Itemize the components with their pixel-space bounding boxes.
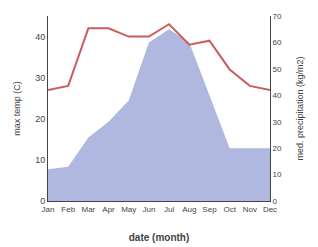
- svg-text:Apr: Apr: [102, 205, 115, 214]
- svg-text:10: 10: [35, 155, 45, 165]
- svg-text:0: 0: [40, 196, 45, 206]
- svg-text:date (month): date (month): [129, 232, 190, 243]
- svg-text:40: 40: [35, 32, 45, 42]
- svg-text:Mar: Mar: [81, 205, 95, 214]
- svg-text:50: 50: [273, 65, 282, 74]
- svg-text:Dec: Dec: [263, 205, 277, 214]
- svg-text:max temp (C): max temp (C): [12, 81, 22, 136]
- svg-text:20: 20: [273, 144, 282, 153]
- svg-text:Feb: Feb: [61, 205, 75, 214]
- svg-text:med. precipitation (kg/m2): med. precipitation (kg/m2): [295, 56, 305, 160]
- svg-text:May: May: [121, 205, 136, 214]
- svg-text:70: 70: [273, 12, 282, 21]
- svg-text:Jul: Jul: [164, 205, 174, 214]
- svg-text:Jun: Jun: [142, 205, 155, 214]
- svg-text:10: 10: [273, 170, 282, 179]
- svg-text:Sep: Sep: [202, 205, 217, 214]
- svg-text:30: 30: [273, 118, 282, 127]
- svg-text:Jan: Jan: [42, 205, 55, 214]
- svg-text:Oct: Oct: [223, 205, 236, 214]
- svg-text:30: 30: [35, 73, 45, 83]
- svg-text:0: 0: [273, 197, 278, 206]
- svg-text:40: 40: [273, 91, 282, 100]
- svg-text:Aug: Aug: [182, 205, 196, 214]
- svg-text:Nov: Nov: [243, 205, 257, 214]
- svg-text:20: 20: [35, 114, 45, 124]
- svg-text:60: 60: [273, 38, 282, 47]
